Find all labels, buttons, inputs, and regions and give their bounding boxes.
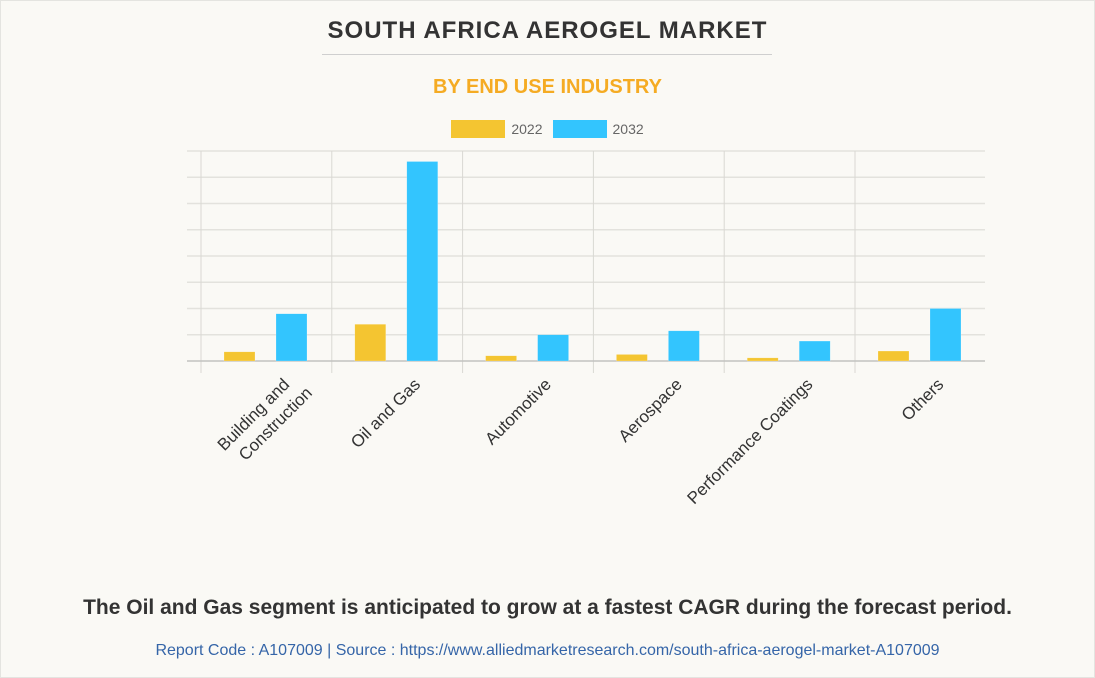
- legend-swatch-2032: [552, 120, 607, 138]
- bar-2032-building-and-construction[interactable]: [275, 313, 308, 362]
- footer-source[interactable]: Report Code : A107009 | Source : https:/…: [155, 642, 940, 659]
- bar-2032-oil-and-gas[interactable]: [406, 161, 439, 362]
- chart-title: SOUTH AFRICA AEROGEL MARKET: [327, 17, 768, 44]
- x-tick-label-text: Performance Coatings: [683, 375, 816, 508]
- x-tick-label-text: Oil and Gas: [347, 375, 424, 452]
- grid: [187, 150, 985, 373]
- bar-2022-others[interactable]: [877, 350, 910, 362]
- legend: 2022 2032: [0, 120, 1095, 138]
- bar-2032-performance-coatings[interactable]: [798, 340, 831, 362]
- bar-2032-others[interactable]: [929, 308, 962, 362]
- legend-item-2032[interactable]: 2032: [552, 120, 644, 138]
- x-tick-label-line: Aerospace: [615, 375, 686, 446]
- x-tick-label: Oil and Gas: [347, 375, 424, 452]
- bar-2022-oil-and-gas[interactable]: [354, 324, 387, 362]
- x-tick-label: Building andConstruction: [214, 368, 316, 470]
- legend-label-2032: 2032: [612, 121, 644, 137]
- x-tick-label-line: Performance Coatings: [683, 375, 816, 508]
- footer-note: The Oil and Gas segment is anticipated t…: [83, 596, 1012, 619]
- x-tick-label: Others: [898, 375, 948, 425]
- bars: [223, 161, 962, 362]
- bar-2022-aerospace[interactable]: [616, 354, 648, 362]
- bar-2022-automotive[interactable]: [485, 355, 517, 362]
- bar-2032-automotive[interactable]: [537, 334, 569, 362]
- legend-swatch-2022: [451, 120, 506, 138]
- chart-subtitle: BY END USE INDUSTRY: [433, 76, 662, 98]
- x-tick-label-line: Others: [898, 375, 948, 425]
- x-tick-label: Automotive: [481, 375, 555, 449]
- x-tick-label: Aerospace: [615, 375, 686, 446]
- x-tick-label: Performance Coatings: [683, 375, 816, 508]
- x-axis-labels: Building andConstruction Oil and Gas Autom…: [214, 368, 948, 508]
- x-tick-label-line: Oil and Gas: [347, 375, 424, 452]
- x-tick-label-text: Automotive: [481, 375, 555, 449]
- legend-label-2022: 2022: [511, 121, 543, 137]
- bar-2022-building-and-construction[interactable]: [223, 351, 256, 362]
- x-tick-label-text: Others: [898, 375, 948, 425]
- x-tick-label-line: Automotive: [481, 375, 555, 449]
- title-divider: [322, 54, 772, 55]
- x-tick-label-text: Aerospace: [615, 375, 686, 446]
- x-tick-label-text: Building andConstruction: [214, 368, 316, 470]
- legend-item-2022[interactable]: 2022: [451, 120, 543, 138]
- bar-2032-aerospace[interactable]: [668, 330, 700, 362]
- bar-2022-performance-coatings[interactable]: [746, 357, 779, 362]
